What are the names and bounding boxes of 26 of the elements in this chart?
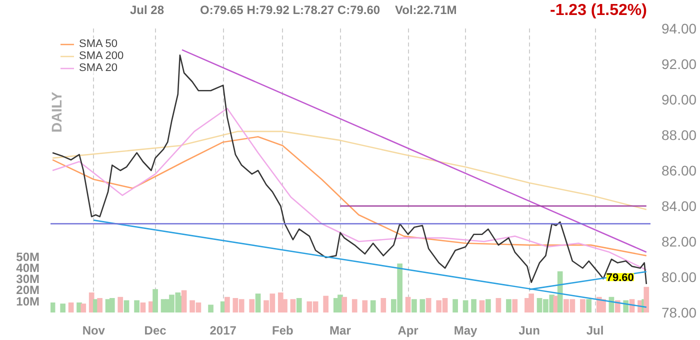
- y-tick-label: 94.00: [662, 20, 697, 36]
- text: Jul 28: [130, 2, 164, 19]
- y-tick-label: 78.00: [662, 304, 697, 320]
- legend-label: SMA 20: [79, 62, 118, 74]
- y-tick-label: 92.00: [662, 56, 697, 72]
- x-tick-label: Apr: [398, 324, 419, 338]
- y-tick-label: 80.00: [662, 269, 697, 285]
- x-tick-label: Nov: [82, 324, 106, 338]
- y-tick-label: 84.00: [662, 198, 697, 214]
- text: Vol:22.71M: [395, 2, 457, 19]
- y-tick-label: 90.00: [662, 92, 697, 108]
- x-tick-label: 2017: [210, 324, 237, 338]
- x-tick-label: Feb: [272, 324, 294, 338]
- y-tick-label: 88.00: [662, 127, 697, 143]
- annotation: DAILY: [48, 91, 64, 132]
- x-tick-label: May: [454, 324, 478, 338]
- text: -1.23 (1.52%): [550, 1, 647, 21]
- x-tick-label: Mar: [330, 324, 352, 338]
- text: O:79.65 H:79.92 L:78.27 C:79.60: [200, 2, 380, 19]
- y-tick-label: 86.00: [662, 162, 697, 178]
- x-tick-label: Jun: [518, 324, 540, 338]
- legend-label: SMA 200: [79, 50, 124, 62]
- x-tick-label: Dec: [144, 324, 167, 338]
- legend-label: SMA 50: [79, 38, 118, 50]
- x-tick-label: Jul: [586, 324, 604, 338]
- y-tick-label: 82.00: [662, 234, 697, 250]
